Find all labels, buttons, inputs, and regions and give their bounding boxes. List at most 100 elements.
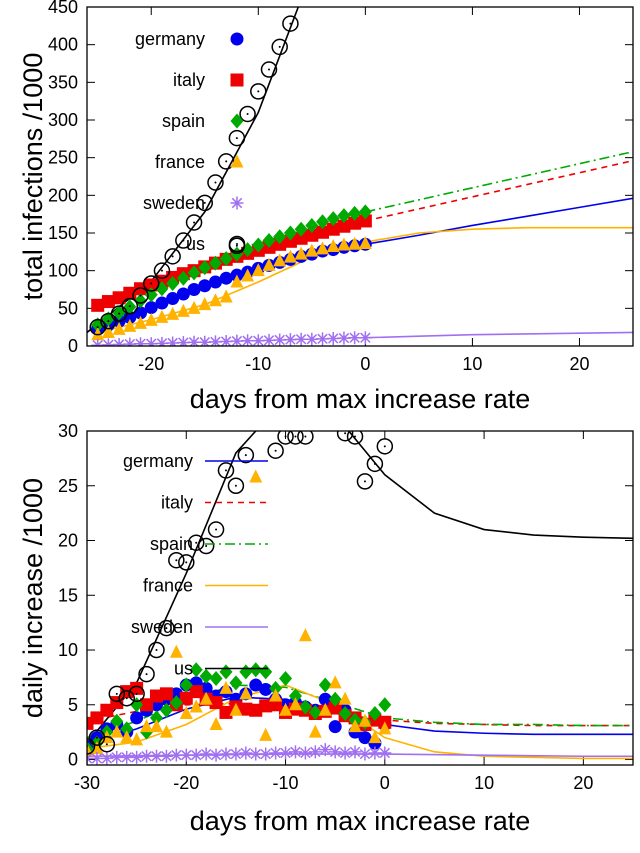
- point-france: [166, 306, 180, 320]
- point-sweden: [328, 745, 342, 759]
- point-france: [155, 309, 169, 323]
- x-tick-label: 10: [462, 354, 482, 374]
- point-france: [149, 719, 163, 733]
- point-france: [298, 628, 312, 642]
- point-sweden: [199, 747, 213, 761]
- point-sweden: [209, 748, 223, 762]
- point-france: [338, 691, 352, 705]
- legend-marker-france: [230, 154, 244, 168]
- point-sweden: [189, 748, 203, 762]
- point-italy: [189, 685, 203, 699]
- point-france: [308, 724, 322, 738]
- point-france: [358, 236, 372, 250]
- point-germany: [169, 687, 183, 701]
- point-us: [168, 551, 185, 569]
- point-us: [297, 431, 314, 445]
- point-sweden: [241, 334, 255, 346]
- point-spain: [189, 662, 203, 678]
- point-italy: [130, 681, 144, 695]
- point-france: [259, 727, 273, 741]
- point-sweden: [219, 747, 233, 761]
- point-spain: [316, 214, 330, 230]
- point-italy: [294, 231, 308, 245]
- point-italy: [273, 237, 287, 251]
- point-spain: [249, 662, 263, 678]
- point-france: [328, 675, 342, 689]
- y-tick-label: 0: [68, 750, 78, 770]
- point-italy: [219, 705, 233, 719]
- point-sweden: [91, 338, 105, 346]
- point-germany: [208, 275, 222, 289]
- y-tick-label: 0: [68, 336, 78, 356]
- point-france: [123, 318, 137, 332]
- point-germany: [219, 271, 233, 285]
- point-us: [237, 446, 255, 464]
- point-germany: [155, 296, 169, 310]
- point-italy: [249, 703, 263, 717]
- point-us: [376, 438, 394, 455]
- point-sweden: [169, 748, 183, 762]
- y-tick-label: 20: [58, 531, 78, 551]
- point-italy: [209, 696, 223, 710]
- point-spain: [269, 680, 283, 696]
- y-tick-label: 150: [48, 223, 78, 243]
- point-france: [318, 702, 332, 716]
- point-france: [199, 691, 213, 705]
- point-spain: [149, 710, 163, 726]
- y-tick-label: 200: [48, 185, 78, 205]
- point-us: [98, 735, 116, 753]
- point-sweden: [130, 750, 144, 764]
- y-tick-label: 250: [48, 148, 78, 168]
- point-us: [158, 619, 175, 637]
- fit-line-germany: [365, 197, 633, 246]
- point-france: [144, 312, 158, 326]
- point-us: [250, 83, 267, 100]
- point-italy: [100, 703, 114, 717]
- point-spain: [273, 229, 287, 245]
- point-sweden: [358, 747, 372, 761]
- point-us: [108, 685, 126, 703]
- point-france: [91, 327, 105, 341]
- point-sweden: [348, 331, 362, 345]
- point-us: [277, 431, 294, 445]
- point-sweden: [166, 336, 180, 346]
- point-italy: [179, 691, 193, 705]
- plot-area: [87, 7, 633, 346]
- point-france: [189, 699, 203, 713]
- point-france: [348, 236, 362, 250]
- point-us: [287, 431, 304, 445]
- point-sweden: [294, 332, 308, 346]
- point-italy: [283, 234, 297, 248]
- y-tick-label: 350: [48, 72, 78, 92]
- point-germany: [130, 711, 144, 725]
- point-italy: [159, 687, 173, 701]
- point-spain: [378, 697, 392, 713]
- point-sweden: [144, 337, 158, 346]
- point-us: [132, 287, 149, 304]
- point-us: [178, 554, 195, 571]
- fit-line-spain: [365, 150, 633, 213]
- x-tick-label: 0: [360, 354, 370, 374]
- legend-label-us: us: [186, 234, 205, 254]
- point-italy: [90, 711, 104, 725]
- point-sweden: [140, 749, 154, 763]
- point-france: [209, 716, 223, 730]
- point-france: [130, 732, 144, 746]
- point-us: [217, 462, 235, 479]
- x-tick-label: -10: [273, 773, 299, 793]
- point-france: [120, 730, 134, 744]
- y-tick-label: 50: [58, 298, 78, 318]
- point-italy: [358, 214, 372, 228]
- legend-label-spain: spain: [162, 111, 205, 131]
- x-axis-label: days from max increase rate: [190, 806, 531, 836]
- point-italy: [144, 278, 158, 292]
- point-italy: [112, 291, 126, 305]
- point-sweden: [149, 749, 163, 763]
- point-spain: [169, 695, 183, 711]
- point-spain: [110, 713, 124, 729]
- point-us: [118, 689, 135, 707]
- point-us: [267, 442, 284, 459]
- y-tick-label: 10: [58, 640, 78, 660]
- legend-label-germany: germany: [135, 29, 205, 49]
